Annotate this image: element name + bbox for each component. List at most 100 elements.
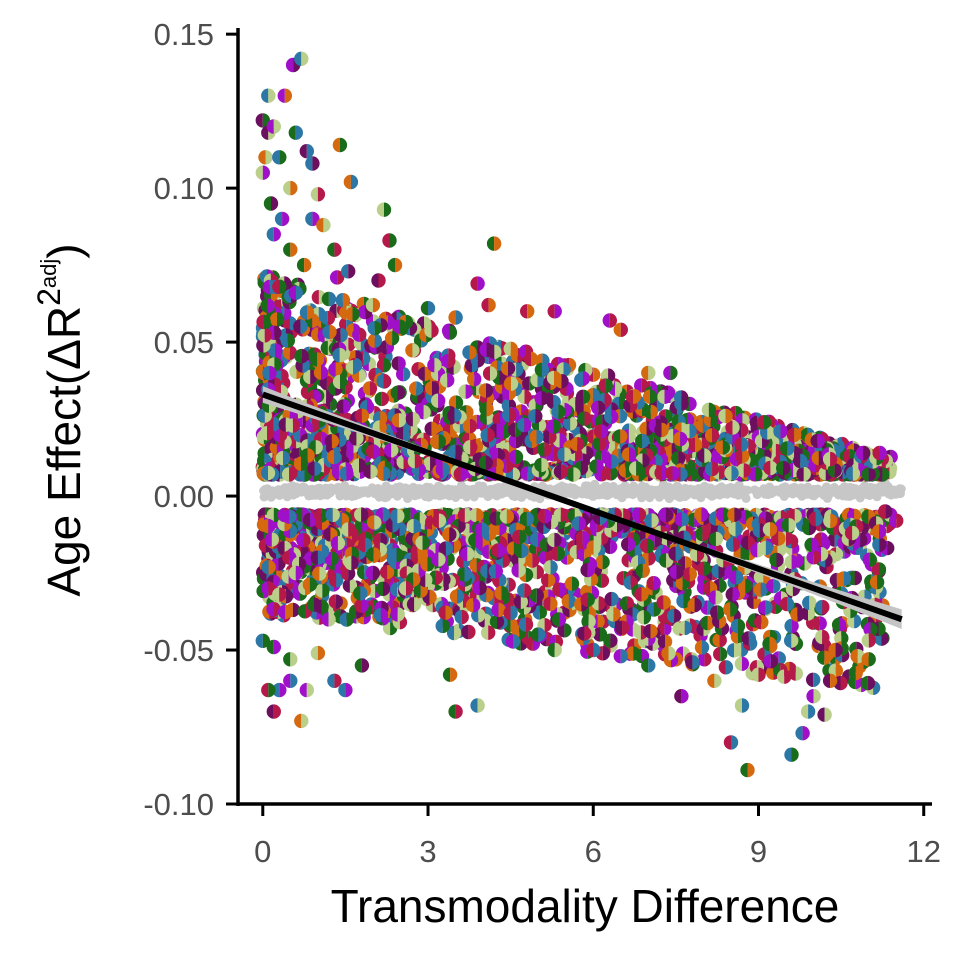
data-point <box>367 333 382 348</box>
data-point <box>310 187 326 202</box>
data-point <box>547 642 562 658</box>
data-point <box>704 461 720 477</box>
data-point <box>405 343 420 358</box>
null-point <box>637 493 647 503</box>
data-point <box>345 306 360 322</box>
data-point <box>272 150 287 165</box>
data-point <box>586 540 601 555</box>
data-point <box>763 460 778 476</box>
data-point <box>500 361 516 376</box>
data-point <box>707 673 722 688</box>
data-point <box>668 546 683 561</box>
data-point <box>320 310 336 326</box>
data-point <box>478 383 494 398</box>
null-point <box>866 482 876 492</box>
data-point <box>577 626 592 641</box>
data-point <box>640 538 655 554</box>
null-point <box>482 485 492 495</box>
data-point <box>520 304 535 319</box>
data-point <box>636 610 652 625</box>
data-point <box>310 550 326 565</box>
y-tick-label: 0.15 <box>154 17 214 52</box>
data-point <box>786 427 802 443</box>
data-point <box>723 735 739 750</box>
data-point <box>482 366 498 381</box>
data-point <box>343 174 359 190</box>
null-point <box>637 486 647 496</box>
data-point <box>734 698 750 713</box>
data-point <box>263 196 279 211</box>
data-point <box>661 646 676 661</box>
data-point <box>431 393 446 408</box>
data-point <box>547 532 562 548</box>
null-point <box>370 489 380 499</box>
data-point <box>762 522 778 537</box>
data-point <box>324 434 340 449</box>
data-point <box>332 347 347 363</box>
data-point <box>341 264 356 279</box>
data-point <box>294 713 309 729</box>
data-point <box>472 580 487 596</box>
data-point <box>727 507 742 522</box>
null-point <box>803 483 813 493</box>
data-point <box>458 384 473 399</box>
data-point <box>366 547 381 562</box>
data-point <box>354 598 369 613</box>
data-point <box>321 612 336 627</box>
y-axis-title-suffix: ) <box>38 243 90 258</box>
data-point <box>260 465 276 481</box>
data-point <box>667 608 682 624</box>
data-point <box>261 560 276 575</box>
data-point <box>810 433 825 449</box>
data-point <box>435 462 450 477</box>
data-point <box>325 507 340 523</box>
data-point <box>534 391 549 406</box>
data-point <box>836 571 852 586</box>
data-point <box>861 652 876 667</box>
data-point <box>338 682 353 698</box>
y-tick-label: 0.05 <box>154 325 214 360</box>
data-point <box>382 233 397 248</box>
null-point <box>659 484 669 494</box>
data-point <box>335 293 351 308</box>
data-point <box>354 658 370 673</box>
data-point <box>266 704 281 719</box>
data-point <box>438 605 453 620</box>
data-point <box>795 726 810 741</box>
data-point <box>431 552 446 567</box>
data-point <box>685 655 700 670</box>
data-point <box>479 401 494 417</box>
data-point <box>671 451 686 466</box>
data-point <box>502 407 517 423</box>
data-point <box>409 381 424 396</box>
data-point <box>860 675 876 691</box>
data-point <box>669 564 684 580</box>
data-point <box>491 602 506 618</box>
data-point <box>517 583 532 598</box>
data-point <box>266 119 281 134</box>
data-point <box>657 389 672 404</box>
data-point <box>571 516 587 531</box>
null-point <box>644 490 654 500</box>
data-point <box>687 597 702 613</box>
data-point <box>503 341 518 356</box>
data-point <box>641 658 656 673</box>
data-point <box>718 660 734 675</box>
null-point <box>820 488 830 498</box>
data-point <box>529 588 544 603</box>
data-point <box>869 575 885 590</box>
null-point <box>424 492 434 502</box>
data-point <box>264 532 279 547</box>
null-point <box>840 486 850 496</box>
data-point <box>543 596 558 611</box>
data-point <box>634 587 649 602</box>
data-point <box>621 447 637 462</box>
data-point <box>646 576 661 591</box>
data-point <box>708 590 723 605</box>
data-point <box>713 646 728 662</box>
null-point <box>797 483 807 493</box>
x-tick-label: 0 <box>254 834 271 869</box>
null-point <box>307 491 317 500</box>
data-point <box>704 428 720 443</box>
data-point <box>390 607 405 622</box>
